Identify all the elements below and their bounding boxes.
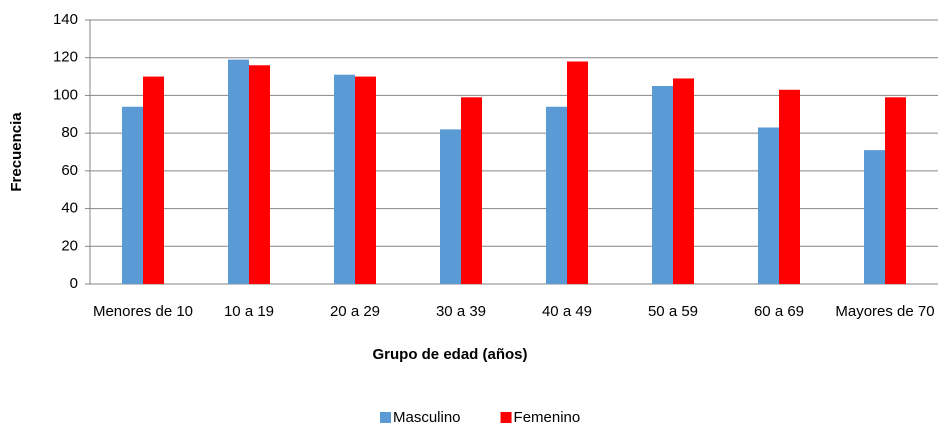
y-tick-label: 0 — [70, 275, 78, 292]
legend-swatch — [380, 412, 391, 423]
bar — [758, 127, 779, 284]
y-tick-label: 80 — [61, 124, 78, 141]
x-tick-label: 60 a 69 — [753, 303, 805, 320]
bar — [355, 76, 376, 284]
bar — [334, 74, 355, 284]
bar — [440, 129, 461, 284]
x-tick-label: 30 a 39 — [435, 303, 487, 320]
bar — [779, 89, 800, 285]
x-tick-label: Mayores de 70 — [835, 303, 935, 320]
bar — [228, 59, 249, 284]
y-tick-label: 20 — [61, 237, 78, 254]
y-tick-label: 100 — [53, 86, 78, 103]
bar — [673, 78, 694, 284]
x-tick-label: 40 a 49 — [541, 303, 593, 320]
x-tick-label: Menores de 10 — [92, 303, 194, 320]
y-tick-label: 40 — [61, 200, 78, 217]
bar — [461, 97, 482, 284]
x-axis-title: Grupo de edad (años) — [372, 346, 527, 363]
bar — [546, 106, 567, 284]
bar — [143, 76, 164, 284]
bar — [885, 97, 906, 284]
legend-swatch — [500, 412, 512, 423]
bar — [652, 86, 673, 284]
bar — [122, 106, 143, 284]
y-axis-title: Frecuencia — [8, 112, 25, 192]
x-tick-label: 20 a 29 — [329, 303, 381, 320]
bar — [567, 61, 588, 284]
y-tick-label: 140 — [53, 11, 78, 28]
x-tick-label: 50 a 59 — [647, 303, 699, 320]
y-tick-label: 120 — [53, 49, 78, 66]
bar — [249, 65, 270, 284]
bar — [864, 150, 885, 284]
x-tick-label: 10 a 19 — [223, 303, 275, 320]
legend-label: Femenino — [514, 409, 581, 426]
legend-label: Masculino — [393, 409, 461, 426]
y-tick-label: 60 — [61, 162, 78, 179]
